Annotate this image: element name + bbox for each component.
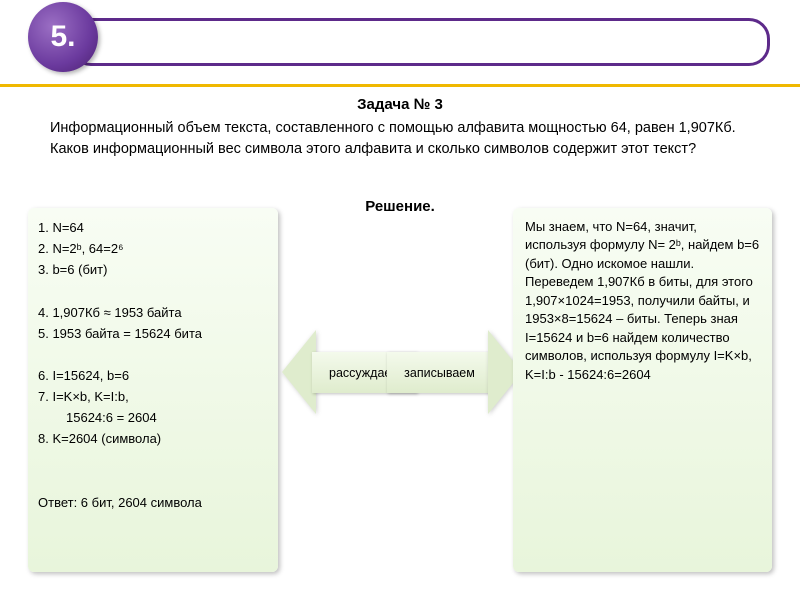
step-line: 4. 1,907Кб ≈ 1953 байта bbox=[38, 303, 268, 323]
slide-number-badge: 5. bbox=[28, 2, 98, 72]
step-line bbox=[38, 451, 268, 471]
step-line: 6. I=15624, b=6 bbox=[38, 366, 268, 386]
problem-text: Информационный объем текста, составленно… bbox=[50, 118, 750, 160]
answer-line: Ответ: 6 бит, 2604 символа bbox=[38, 493, 268, 513]
step-line: 7. I=K×b, K=I:b, bbox=[38, 387, 268, 407]
step-line: 3. b=6 (бит) bbox=[38, 260, 268, 280]
solution-steps-box: 1. N=64 2. N=2ᵇ, 64=2⁶ 3. b=6 (бит) 4. 1… bbox=[28, 208, 278, 572]
arrow-right-label: записываем bbox=[387, 352, 492, 393]
step-line: 2. N=2ᵇ, 64=2⁶ bbox=[38, 239, 268, 259]
step-line: 15624:6 = 2604 bbox=[38, 408, 268, 428]
step-line bbox=[38, 281, 268, 301]
step-line bbox=[38, 472, 268, 492]
arrow-block: рассуждаем записываем bbox=[282, 330, 522, 415]
step-line bbox=[38, 345, 268, 365]
slide-number: 5. bbox=[50, 20, 75, 54]
explanation-box: Мы знаем, что N=64, значит, используя фо… bbox=[513, 208, 772, 572]
arrow-right: записываем bbox=[387, 330, 522, 415]
divider-line bbox=[0, 84, 800, 87]
explanation-text: Мы знаем, что N=64, значит, используя фо… bbox=[525, 219, 759, 382]
arrow-head-icon bbox=[282, 330, 316, 414]
step-line: 5. 1953 байта = 15624 бита bbox=[38, 324, 268, 344]
slide: 5. Задача № 3 Информационный объем текст… bbox=[0, 0, 800, 600]
step-line: 1. N=64 bbox=[38, 218, 268, 238]
header-bar bbox=[70, 18, 770, 66]
problem-title: Задача № 3 bbox=[0, 96, 800, 113]
step-line: 8. K=2604 (символа) bbox=[38, 429, 268, 449]
